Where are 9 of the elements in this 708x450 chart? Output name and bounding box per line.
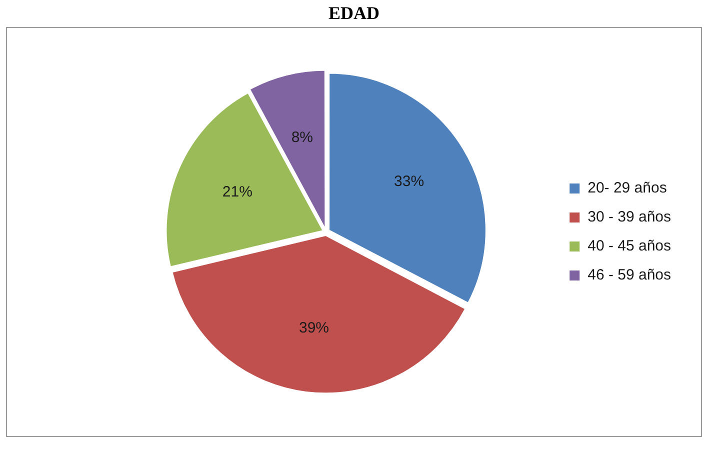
legend-label: 40 - 45 años	[588, 238, 672, 255]
chart-title: EDAD	[327, 2, 380, 24]
data-label: 39%	[298, 319, 330, 336]
data-label: 8%	[291, 129, 313, 146]
legend-label: 20- 29 años	[588, 180, 667, 197]
data-label: 33%	[394, 172, 424, 190]
legend-label: 46 - 59 años	[588, 266, 672, 284]
data-label: 21%	[222, 184, 252, 201]
legend-label: 30 - 39 años	[588, 208, 672, 226]
